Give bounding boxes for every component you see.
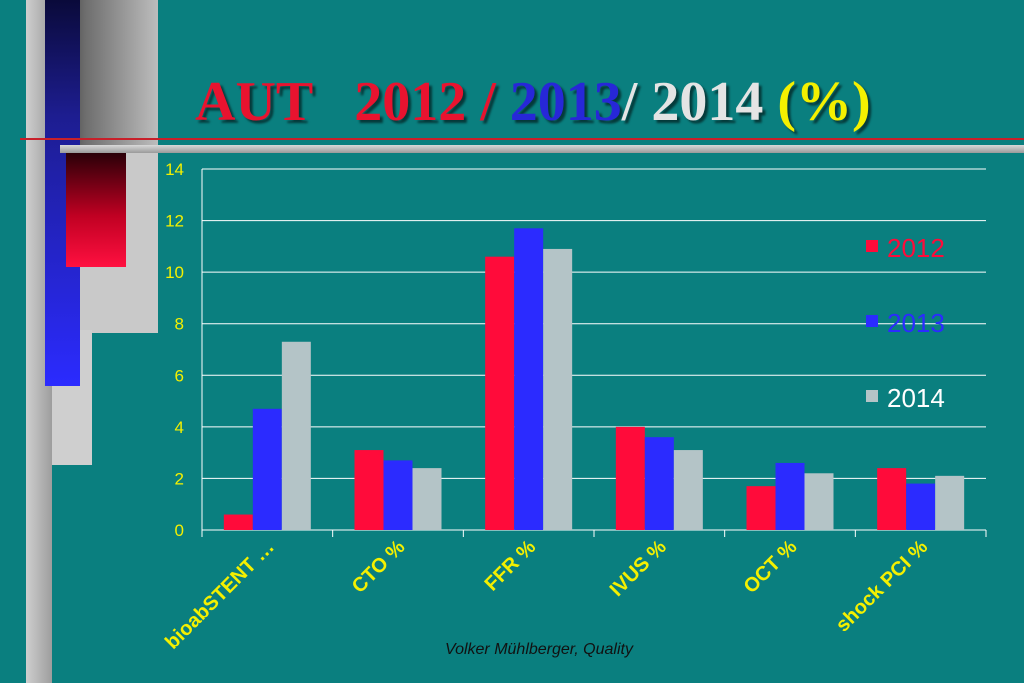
page-title: AUT 2012 / 2013/ 2014 (%)	[195, 70, 871, 134]
y-tick-label: 4	[175, 418, 184, 437]
legend-label-2012: 2012	[887, 233, 945, 263]
title-underline-shadow	[60, 145, 1024, 153]
bar-2013	[252, 408, 282, 530]
bar-2012	[746, 486, 776, 530]
bar-2012	[877, 468, 907, 530]
x-tick-label: bioabSTENT …	[161, 536, 279, 654]
title-part-percent: (%)	[777, 71, 871, 133]
x-tick-label: OCT %	[740, 536, 802, 598]
y-tick-label: 10	[165, 263, 184, 282]
legend-swatch-2014	[866, 390, 878, 402]
legend-swatch-2013	[866, 315, 878, 327]
title-underline	[20, 138, 1024, 140]
title-part-2014: / 2014	[621, 71, 778, 133]
title-part-aut: AUT	[195, 71, 355, 133]
x-tick-label: FFR %	[481, 536, 541, 596]
legend-label-2014: 2014	[887, 383, 945, 413]
bar-2014	[935, 475, 965, 530]
y-tick-label: 14	[165, 160, 184, 179]
bar-2012	[485, 256, 515, 530]
legend-label-2013: 2013	[887, 308, 945, 338]
bar-2012	[223, 514, 253, 530]
bar-2012	[615, 426, 645, 530]
deco-red-block	[66, 153, 126, 267]
y-tick-label: 2	[175, 469, 184, 488]
bar-2013	[383, 460, 413, 530]
bar-2014	[804, 473, 834, 530]
bar-2014	[673, 450, 703, 530]
legend-swatch-2012	[866, 240, 878, 252]
x-tick-label: IVUS %	[606, 536, 671, 601]
footer-credit: Volker Mühlberger, Quality	[445, 641, 633, 658]
title-part-2012: 2012 /	[354, 71, 510, 133]
bar-2014	[543, 248, 573, 530]
bar-2014	[281, 341, 311, 530]
bar-2014	[412, 468, 442, 530]
x-tick-label: CTO %	[348, 536, 410, 598]
y-tick-label: 12	[165, 212, 184, 231]
bar-2013	[644, 437, 674, 530]
bar-2013	[906, 483, 936, 530]
bar-2012	[354, 450, 384, 530]
y-tick-label: 8	[175, 315, 184, 334]
x-tick-label: shock PCI %	[832, 536, 933, 637]
title-part-2013: 2013	[509, 71, 622, 133]
bar-2013	[514, 228, 544, 531]
y-tick-label: 0	[175, 521, 184, 540]
bar-2013	[775, 462, 805, 530]
y-tick-label: 6	[175, 366, 184, 385]
